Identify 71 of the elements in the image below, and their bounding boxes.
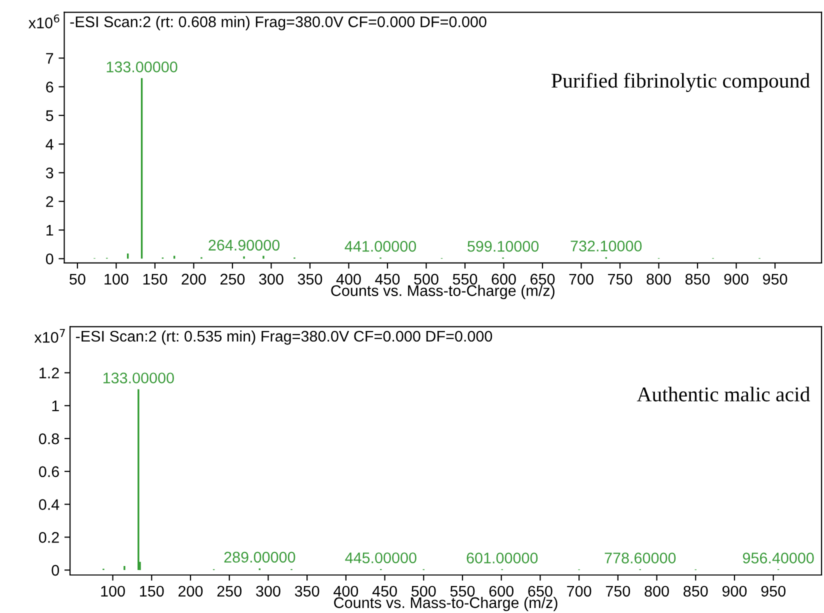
- y-tick-label: 0.4: [38, 499, 60, 510]
- y-tick-label: 4: [46, 139, 54, 150]
- annotation: 599.10000: [468, 240, 539, 252]
- y-tick-label: 0.6: [38, 466, 59, 478]
- x-tick-label: 350: [298, 274, 322, 285]
- x-tick-label: 850: [684, 586, 708, 597]
- annotation: 445.00000: [345, 552, 416, 564]
- x-tick-label: 150: [140, 586, 164, 597]
- x-tick-label: 750: [608, 274, 632, 285]
- annotation: 289.00000: [224, 552, 296, 563]
- annotation: 732.10000: [570, 240, 642, 252]
- y-tick-label: 1: [46, 225, 54, 236]
- annotation: 264.90000: [208, 240, 280, 251]
- annotation: 133.00000: [103, 372, 174, 384]
- x-tick-label: 350: [294, 586, 320, 597]
- x-tick-label: 950: [762, 274, 788, 285]
- x-tick-label: 600: [489, 586, 514, 597]
- annotation: 133.00000: [106, 62, 178, 72]
- x-tick-label: 700: [569, 274, 594, 285]
- x-tick-label: 800: [646, 274, 671, 285]
- x-tick-label: 300: [256, 586, 280, 597]
- x-axis-title: Counts vs. Mass-to-Charge (m/z): [331, 284, 554, 300]
- y-tick-label: 1.2: [40, 368, 59, 378]
- x-tick-label: 850: [685, 274, 710, 285]
- y-tick-label: 2: [46, 196, 54, 207]
- x-tick-label: 950: [761, 586, 786, 597]
- x-tick-label: 450: [372, 586, 397, 597]
- x-tick-label: 550: [450, 586, 475, 597]
- x-tick-label: 500: [414, 274, 438, 285]
- y-tick-label: 0: [46, 254, 54, 264]
- x-tick-label: 200: [182, 274, 206, 285]
- annotation: 778.60000: [604, 552, 676, 564]
- x-tick-label: 100: [101, 586, 125, 597]
- x-tick-label: 50: [70, 274, 86, 285]
- x-tick-label: 250: [220, 274, 245, 285]
- x-tick-label: 900: [724, 274, 748, 285]
- text: Purified fibrinolytic compound: [552, 72, 810, 92]
- x-tick-label: 750: [606, 586, 630, 597]
- x-tick-label: 550: [452, 274, 478, 285]
- y-tick-label: 0: [52, 564, 60, 576]
- y-tick-label: 5: [46, 110, 54, 122]
- x-tick-label: 200: [178, 586, 203, 597]
- y-tick-label: 1: [52, 400, 59, 412]
- x-tick-label: 800: [644, 586, 669, 597]
- y-axis-title: x10$^{7}$: [34, 329, 65, 343]
- y-axis-title: x10$^{6}$: [28, 14, 60, 28]
- x-axis-title: Counts vs. Mass-to-Charge (m/z): [334, 596, 558, 612]
- x-tick-label: 900: [722, 586, 747, 597]
- y-tick-label: 0.8: [38, 433, 59, 444]
- y-tick-label: 6: [46, 82, 54, 92]
- y-tick-label: 0.2: [38, 532, 59, 543]
- x-tick-label: 250: [217, 586, 242, 597]
- y-tick-label: 3: [46, 168, 54, 178]
- chart-title: -ESI Scan:2 (rt: 0.535 min) Frag=380.0V CF=0.000 DF=0.000: [76, 330, 492, 345]
- x-tick-label: 400: [336, 274, 361, 285]
- x-tick-label: 450: [375, 274, 400, 285]
- x-tick-label: 700: [567, 586, 592, 597]
- annotation: 441.00000: [344, 240, 416, 252]
- x-tick-label: 650: [530, 274, 555, 285]
- x-tick-label: 400: [334, 586, 358, 597]
- x-tick-label: 100: [104, 274, 128, 285]
- text: Authentic malic acid: [636, 386, 810, 402]
- annotation: 601.00000: [466, 552, 538, 564]
- y-tick-label: 7: [46, 53, 54, 64]
- x-tick-label: 600: [492, 274, 516, 285]
- annotation: 956.40000: [742, 552, 814, 564]
- x-tick-label: 300: [259, 274, 284, 285]
- x-tick-label: 150: [143, 274, 168, 285]
- chart-title: -ESI Scan:2 (rt: 0.608 min) Frag=380.0V CF=0.000 DF=0.000: [70, 16, 486, 30]
- x-tick-label: 650: [528, 586, 552, 597]
- x-tick-label: 500: [412, 586, 436, 597]
